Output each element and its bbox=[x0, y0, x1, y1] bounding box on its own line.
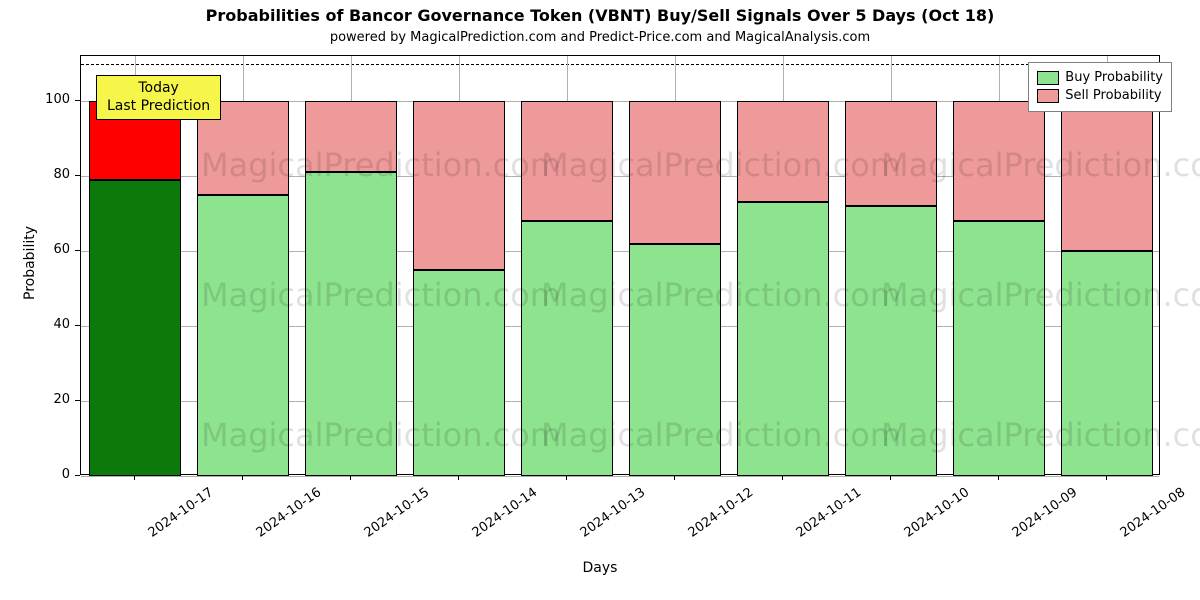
x-tick-label: 2024-10-10 bbox=[902, 485, 973, 541]
bar-sell bbox=[413, 101, 505, 270]
y-tick-mark bbox=[75, 475, 80, 476]
x-tick-label: 2024-10-15 bbox=[362, 485, 433, 541]
x-tick-mark bbox=[458, 475, 459, 480]
x-tick-label: 2024-10-09 bbox=[1010, 485, 1081, 541]
bar-buy bbox=[89, 180, 181, 476]
bar-buy bbox=[953, 221, 1045, 476]
y-axis-label: Probability bbox=[22, 226, 38, 300]
y-tick-label: 80 bbox=[36, 167, 70, 182]
legend: Buy Probability Sell Probability bbox=[1028, 62, 1172, 112]
bar-sell bbox=[845, 101, 937, 206]
bar-buy bbox=[305, 172, 397, 476]
x-tick-mark bbox=[1106, 475, 1107, 480]
bar-buy bbox=[845, 206, 937, 476]
y-tick-mark bbox=[75, 175, 80, 176]
y-tick-label: 60 bbox=[36, 242, 70, 257]
y-tick-label: 20 bbox=[36, 392, 70, 407]
bar-sell bbox=[521, 101, 613, 221]
bar-sell bbox=[953, 101, 1045, 221]
x-tick-label: 2024-10-17 bbox=[146, 485, 217, 541]
bar-buy bbox=[737, 202, 829, 476]
chart-subtitle: powered by MagicalPrediction.com and Pre… bbox=[0, 30, 1200, 45]
legend-item-buy: Buy Probability bbox=[1037, 69, 1163, 87]
x-tick-label: 2024-10-16 bbox=[254, 485, 325, 541]
x-tick-mark bbox=[782, 475, 783, 480]
x-axis-label: Days bbox=[0, 560, 1200, 576]
x-tick-label: 2024-10-13 bbox=[578, 485, 649, 541]
y-tick-mark bbox=[75, 100, 80, 101]
bar-sell bbox=[1061, 101, 1153, 251]
x-tick-mark bbox=[242, 475, 243, 480]
x-tick-mark bbox=[890, 475, 891, 480]
legend-swatch-sell bbox=[1037, 89, 1059, 103]
x-tick-mark bbox=[350, 475, 351, 480]
legend-item-sell: Sell Probability bbox=[1037, 87, 1163, 105]
chart-container: Probabilities of Bancor Governance Token… bbox=[0, 0, 1200, 600]
bar-buy bbox=[1061, 251, 1153, 476]
y-tick-label: 0 bbox=[36, 467, 70, 482]
legend-label-buy: Buy Probability bbox=[1065, 69, 1163, 87]
x-tick-mark bbox=[134, 475, 135, 480]
y-tick-mark bbox=[75, 400, 80, 401]
chart-title: Probabilities of Bancor Governance Token… bbox=[0, 6, 1200, 25]
x-tick-mark bbox=[566, 475, 567, 480]
y-tick-label: 40 bbox=[36, 317, 70, 332]
bar-buy bbox=[629, 244, 721, 477]
x-tick-label: 2024-10-12 bbox=[686, 485, 757, 541]
bar-buy bbox=[197, 195, 289, 476]
bar-buy bbox=[413, 270, 505, 476]
bar-sell bbox=[305, 101, 397, 172]
x-tick-label: 2024-10-11 bbox=[794, 485, 865, 541]
y-tick-label: 100 bbox=[36, 92, 70, 107]
y-tick-mark bbox=[75, 250, 80, 251]
bar-sell bbox=[629, 101, 721, 244]
bar-buy bbox=[521, 221, 613, 476]
today-annotation: Today Last Prediction bbox=[96, 75, 221, 120]
legend-swatch-buy bbox=[1037, 71, 1059, 85]
x-tick-label: 2024-10-14 bbox=[470, 485, 541, 541]
x-tick-label: 2024-10-08 bbox=[1118, 485, 1189, 541]
x-tick-mark bbox=[674, 475, 675, 480]
legend-label-sell: Sell Probability bbox=[1065, 87, 1161, 105]
annotation-line1: Today bbox=[138, 80, 179, 96]
annotation-line2: Last Prediction bbox=[107, 98, 210, 114]
x-tick-mark bbox=[998, 475, 999, 480]
plot-area: MagicalPrediction.comMagicalPrediction.c… bbox=[80, 55, 1160, 475]
bar-sell bbox=[737, 101, 829, 202]
y-tick-mark bbox=[75, 325, 80, 326]
